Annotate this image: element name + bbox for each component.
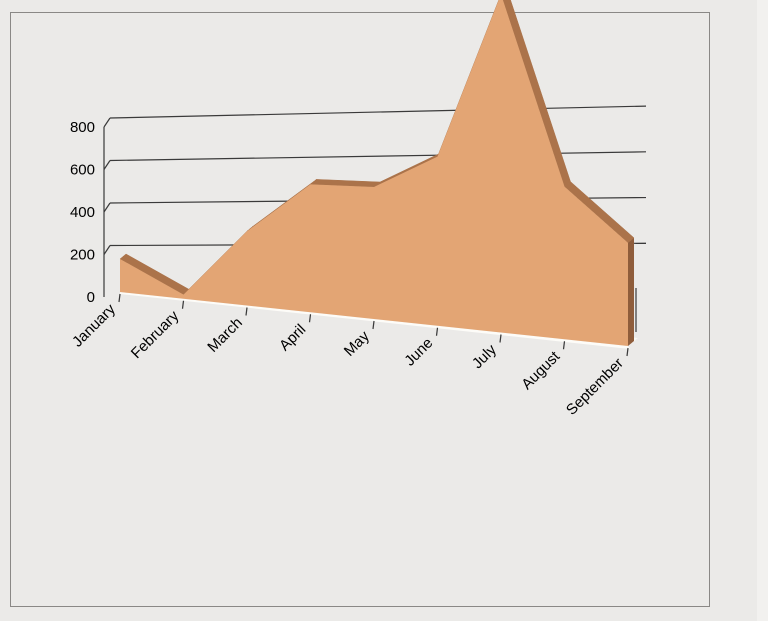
y-tick-label: 0 <box>87 289 95 306</box>
gridline-side-200 <box>103 245 111 255</box>
x-tick-mark <box>562 341 566 350</box>
x-tick-label: January <box>69 300 119 350</box>
y-tick-label: 800 <box>70 119 95 136</box>
y-tick-label: 400 <box>70 204 95 221</box>
gridline-side-800 <box>103 117 111 128</box>
x-tick-label: March <box>204 314 245 355</box>
x-tick-mark <box>245 307 248 316</box>
x-tick-label: August <box>518 347 564 393</box>
gridline-800 <box>109 105 647 119</box>
y-tick-label: 200 <box>70 247 95 264</box>
x-tick-mark <box>626 347 629 357</box>
area-front-face <box>120 0 628 346</box>
window-edge <box>757 0 768 621</box>
area-side-face <box>628 237 634 346</box>
gridline-600 <box>109 151 647 162</box>
x-tick-mark <box>499 334 502 343</box>
y-axis-ticks: 0 200 400 600 800 <box>70 119 95 306</box>
gridline-side-400 <box>103 202 111 213</box>
x-tick-mark <box>435 327 439 336</box>
x-tick-label: February <box>128 307 183 362</box>
x-tick-mark <box>118 293 121 303</box>
x-tick-label: June <box>401 335 436 370</box>
area-series <box>119 0 635 346</box>
x-tick-label: April <box>276 321 309 354</box>
x-tick-label: July <box>469 341 500 372</box>
x-tick-label: May <box>341 327 373 359</box>
floor-edge <box>120 292 630 349</box>
x-tick-mark <box>308 314 312 323</box>
y-tick-label: 600 <box>70 162 95 179</box>
gridline-side-600 <box>103 160 111 170</box>
x-tick-mark <box>181 300 185 309</box>
x-tick-label: September <box>563 355 627 419</box>
x-tick-mark <box>372 320 375 330</box>
chart-frame <box>10 12 710 607</box>
